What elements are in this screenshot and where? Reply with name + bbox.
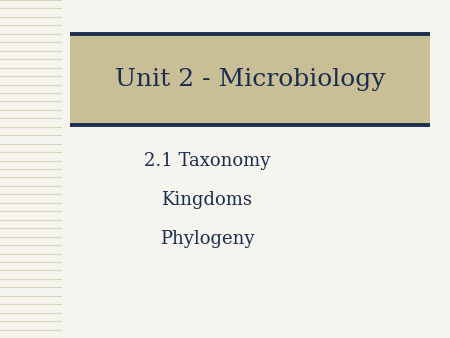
- Text: 2.1 Taxonomy: 2.1 Taxonomy: [144, 152, 270, 170]
- Text: Unit 2 - Microbiology: Unit 2 - Microbiology: [114, 68, 385, 91]
- Bar: [0, 0, 61, 338]
- Text: Kingdoms: Kingdoms: [162, 191, 252, 209]
- Bar: [70, 34, 430, 125]
- Text: Phylogeny: Phylogeny: [160, 230, 254, 248]
